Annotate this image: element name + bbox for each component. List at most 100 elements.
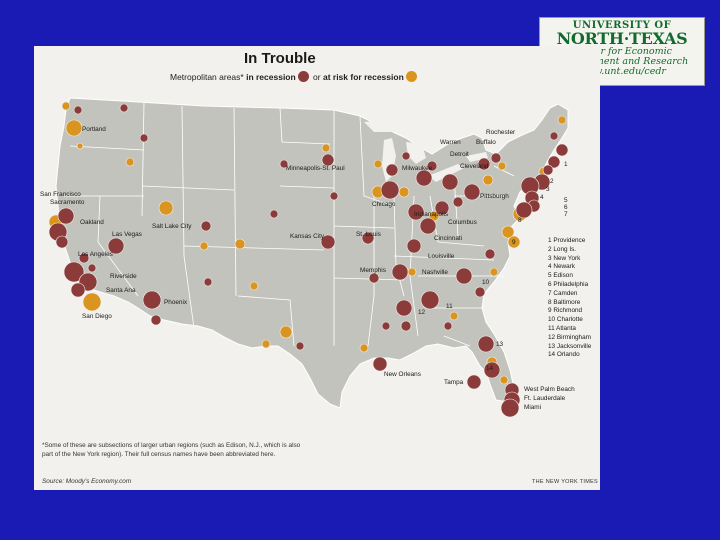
label-memphis: Memphis	[360, 267, 386, 274]
recession-circle-charlotte	[455, 267, 473, 285]
recession-circle-kc	[320, 234, 336, 250]
label-san-diego: San Diego	[82, 313, 112, 320]
legend-item: 14 Orlando	[548, 351, 580, 359]
marker-2: 2	[550, 178, 554, 185]
label-chicago: Chicago	[372, 201, 396, 208]
recession-circle-albuquerque	[203, 277, 213, 287]
label-ft-lauderdale: Ft. Lauderdale	[524, 395, 566, 402]
recession-circle-ne	[269, 209, 279, 219]
logo-center-line: Center for Economic	[572, 46, 672, 57]
subtitle-recession: in recession	[246, 72, 296, 82]
label-west-palm-beach: West Palm Beach	[524, 386, 575, 393]
risk-circle-co	[199, 241, 209, 251]
marker-6: 6	[564, 204, 568, 211]
footnote: *Some of these are subsections of larger…	[42, 441, 462, 459]
recession-circle-rochester	[490, 152, 502, 164]
legend-item: 6 Philadelphia	[548, 280, 589, 288]
label-phoenix: Phoenix	[164, 299, 188, 306]
risk-circle-nw-2	[76, 142, 84, 150]
recession-circle-sf2	[55, 235, 69, 249]
recession-circle-fresno	[78, 252, 90, 264]
legend-item: 7 Camden	[548, 289, 578, 297]
recession-circle-birmingham	[395, 299, 413, 317]
footnote-line-2: part of the New York region). Their full…	[42, 451, 276, 458]
recession-circle-buffalo	[477, 157, 491, 171]
logo-url: www.unt.edu/cedr	[578, 66, 666, 77]
label-riverside: Riverside	[110, 273, 137, 280]
recession-circle-ga2	[443, 321, 453, 331]
recession-circle-spokane	[119, 103, 129, 113]
recession-circle-nh	[549, 131, 559, 141]
risk-circle-ok	[249, 281, 259, 291]
lake-ontario	[466, 152, 488, 162]
marker-8: 8	[518, 217, 522, 224]
recession-circle-ct	[542, 164, 554, 176]
risk-circle-sandiego	[82, 292, 102, 312]
risk-circle-dallas	[279, 325, 293, 339]
recession-circle-warren	[426, 160, 438, 172]
label-los-angeles: Los Angeles	[78, 251, 113, 258]
recession-circle-id	[139, 133, 149, 143]
label-cincinnati: Cincinnati	[434, 235, 462, 242]
recession-circle-bham2	[400, 320, 412, 332]
label-miami: Miami	[524, 404, 541, 411]
us-map: Portland San Francisco Sacramento Oaklan…	[40, 97, 575, 418]
legend-item: 2 Long Is.	[548, 245, 577, 253]
legend-item: 9 Richmond	[548, 307, 583, 315]
marker-14: 14	[486, 365, 494, 372]
recession-circle-sc	[474, 286, 486, 298]
marker-13: 13	[496, 341, 504, 348]
recession-circle-providence	[547, 155, 561, 169]
risk-circle-richmond	[507, 235, 521, 249]
label-indianapolis: Indianapolis	[414, 211, 448, 218]
label-oakland: Oakland	[80, 219, 104, 226]
recession-circle-neworleans	[372, 356, 388, 372]
map-subtitle: Metropolitan areas* in recession or at r…	[170, 71, 419, 82]
label-new-orleans: New Orleans	[384, 371, 421, 378]
marker-5: 5	[564, 197, 568, 204]
marker-10: 10	[482, 279, 490, 286]
risk-circle-mn2	[321, 143, 331, 153]
recession-circle-jacksonville	[477, 335, 495, 353]
recession-circle-santaana	[70, 282, 86, 298]
label-pittsburgh: Pittsburgh	[480, 193, 509, 200]
legend-item: 1 Providence	[548, 237, 586, 244]
recession-circle-seattle	[73, 105, 83, 115]
recession-circle-al	[381, 321, 391, 331]
lake-erie	[428, 164, 464, 182]
marker-11: 11	[446, 303, 453, 310]
label-louisville: Louisville	[428, 253, 455, 260]
risk-circle-la	[359, 343, 369, 353]
recession-circle-mi2	[401, 151, 411, 161]
label-portland: Portland	[82, 126, 106, 133]
metro-circles	[48, 101, 569, 418]
legend-item: 5 Edison	[548, 272, 573, 280]
recession-circle-bakersfield	[87, 263, 97, 273]
source-note: Source: Moody's Economy.com	[42, 478, 132, 485]
recession-circle-denver	[200, 220, 212, 232]
risk-circle-ks	[234, 238, 246, 250]
logo-development-line: Development and Research	[555, 56, 689, 67]
subtitle-risk: at risk for recession	[322, 72, 404, 82]
label-salt-lake-city: Salt Lake City	[152, 223, 192, 230]
legend-item: 11 Atlanta	[548, 324, 576, 332]
marker-4: 4	[540, 194, 544, 201]
marker-12: 12	[418, 309, 426, 316]
label-buffalo: Buffalo	[476, 139, 496, 146]
legend-item: 12 Birmingham	[548, 333, 591, 341]
risk-circle-wi	[373, 159, 383, 169]
risk-circle-ny1	[497, 161, 507, 171]
lake-superior	[364, 120, 408, 132]
risk-circle-saltlake	[158, 200, 174, 216]
risk-circle-pa	[482, 174, 494, 186]
recession-circle-philadelphia	[515, 201, 533, 219]
state-borders	[64, 101, 515, 347]
recession-circle-minneapolis	[321, 153, 335, 167]
label-cleveland: Cleveland	[460, 163, 489, 170]
recession-circle-stl	[361, 231, 375, 245]
risk-circle-nc	[489, 267, 499, 277]
label-santa-ana: Santa Ana	[106, 287, 136, 294]
label-columbus: Columbus	[448, 219, 477, 226]
label-detroit: Detroit	[450, 151, 469, 158]
